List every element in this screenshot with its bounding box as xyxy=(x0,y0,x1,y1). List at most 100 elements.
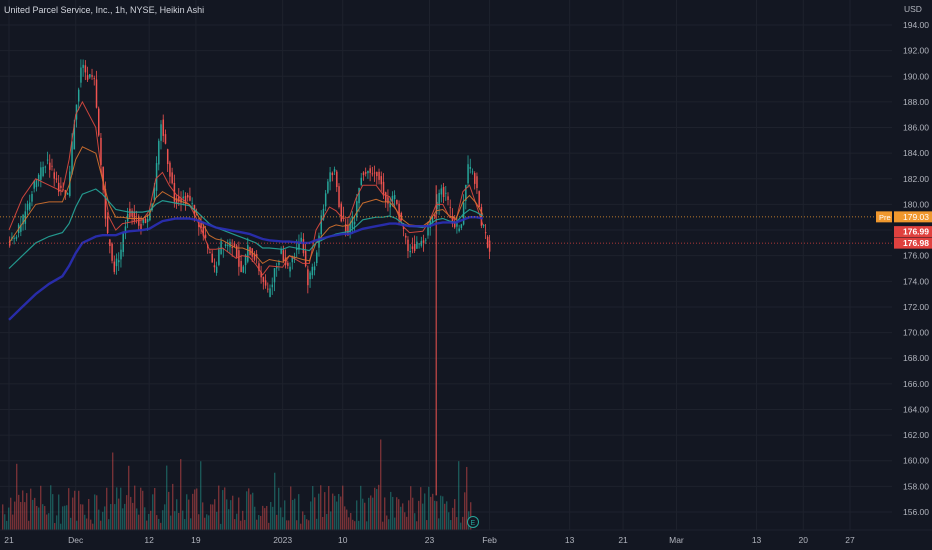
candle xyxy=(184,195,187,204)
volume-bar xyxy=(298,494,300,530)
candle xyxy=(264,280,267,286)
candle xyxy=(380,176,383,185)
volume-bar xyxy=(452,507,454,530)
volume-bar xyxy=(84,514,86,530)
candle xyxy=(104,188,107,219)
volume-bar xyxy=(152,494,154,530)
volume-bar xyxy=(414,513,416,530)
volume-bar xyxy=(20,501,22,530)
volume-bar xyxy=(122,508,124,530)
volume-bar xyxy=(448,512,450,530)
volume-bar xyxy=(128,465,130,530)
volume-bar xyxy=(186,494,188,530)
x-tick-label: 10 xyxy=(338,535,348,545)
volume-bar xyxy=(162,510,164,530)
volume-bar xyxy=(262,505,264,530)
volume-bar xyxy=(118,498,120,530)
candle xyxy=(407,239,409,252)
candle xyxy=(267,288,269,290)
candle xyxy=(166,149,169,165)
candle xyxy=(471,171,474,173)
volume-bar xyxy=(376,489,378,530)
candle xyxy=(440,188,443,195)
volume-bar xyxy=(16,463,18,530)
earnings-icon-label: E xyxy=(471,520,476,527)
candle xyxy=(33,180,35,189)
candle xyxy=(140,224,142,230)
candle xyxy=(93,77,96,79)
volume-bar xyxy=(2,504,4,530)
candle xyxy=(171,172,173,184)
volume-bar xyxy=(328,486,330,530)
volume-bar xyxy=(456,517,458,530)
candle xyxy=(153,187,156,200)
volume-bar xyxy=(232,495,234,530)
candle xyxy=(309,272,311,280)
candle xyxy=(456,223,458,227)
volume-bar xyxy=(290,486,292,530)
volume-bar xyxy=(6,520,8,530)
symbol-legend[interactable]: United Parcel Service, Inc., 1h, NYSE, H… xyxy=(4,5,205,15)
volume-bar xyxy=(260,515,262,530)
volume-bar xyxy=(10,497,12,530)
candle xyxy=(113,261,116,272)
volume-bar xyxy=(140,487,142,530)
volume-bar xyxy=(222,490,224,530)
y-tick-label: 156.00 xyxy=(903,507,929,517)
candle xyxy=(349,223,351,233)
price-label-1: 176.99 xyxy=(903,227,929,237)
candle xyxy=(242,266,245,273)
volume-bar xyxy=(116,487,118,530)
volume-bar xyxy=(202,502,204,530)
candle xyxy=(260,271,262,278)
volume-bar xyxy=(354,521,356,530)
volume-bar xyxy=(392,496,394,530)
x-tick-label: Dec xyxy=(68,535,84,545)
candle xyxy=(282,250,285,261)
candle xyxy=(422,240,425,244)
volume-bar xyxy=(362,498,364,530)
volume-bar xyxy=(442,496,444,530)
volume-bar xyxy=(144,507,146,530)
volume-bar xyxy=(200,461,202,530)
volume-bar xyxy=(102,511,104,530)
candle xyxy=(46,159,49,161)
candle xyxy=(378,171,380,180)
volume-bar xyxy=(350,512,352,530)
volume-bar xyxy=(92,523,94,530)
volume-bar xyxy=(48,513,50,530)
volume-bar xyxy=(444,503,446,530)
candle xyxy=(44,166,47,168)
moving-average-ema-long xyxy=(8,216,484,321)
volume-bar xyxy=(388,519,390,530)
x-tick-label: 27 xyxy=(845,535,855,545)
volume-bar xyxy=(356,500,358,530)
candle xyxy=(35,180,38,188)
volume-bar xyxy=(22,490,24,530)
candle xyxy=(49,162,51,170)
volume-bar xyxy=(66,505,68,530)
candle xyxy=(29,202,31,210)
candle xyxy=(313,266,316,271)
candle xyxy=(73,124,76,150)
volume-bar xyxy=(386,515,388,530)
volume-bar xyxy=(396,497,398,530)
volume-bar xyxy=(418,500,420,530)
volume-bar xyxy=(126,495,128,530)
candle xyxy=(275,266,278,269)
candle xyxy=(115,258,118,267)
volume-bar xyxy=(180,459,182,530)
volume-bar xyxy=(338,493,340,530)
volume-bar xyxy=(366,521,368,530)
volume-bar xyxy=(40,485,42,530)
candle xyxy=(66,193,69,195)
candle xyxy=(391,195,394,202)
volume-bar xyxy=(236,513,238,530)
volume-bar xyxy=(204,517,206,530)
volume-bar xyxy=(32,499,34,530)
candle xyxy=(411,246,414,249)
candle xyxy=(382,181,385,196)
